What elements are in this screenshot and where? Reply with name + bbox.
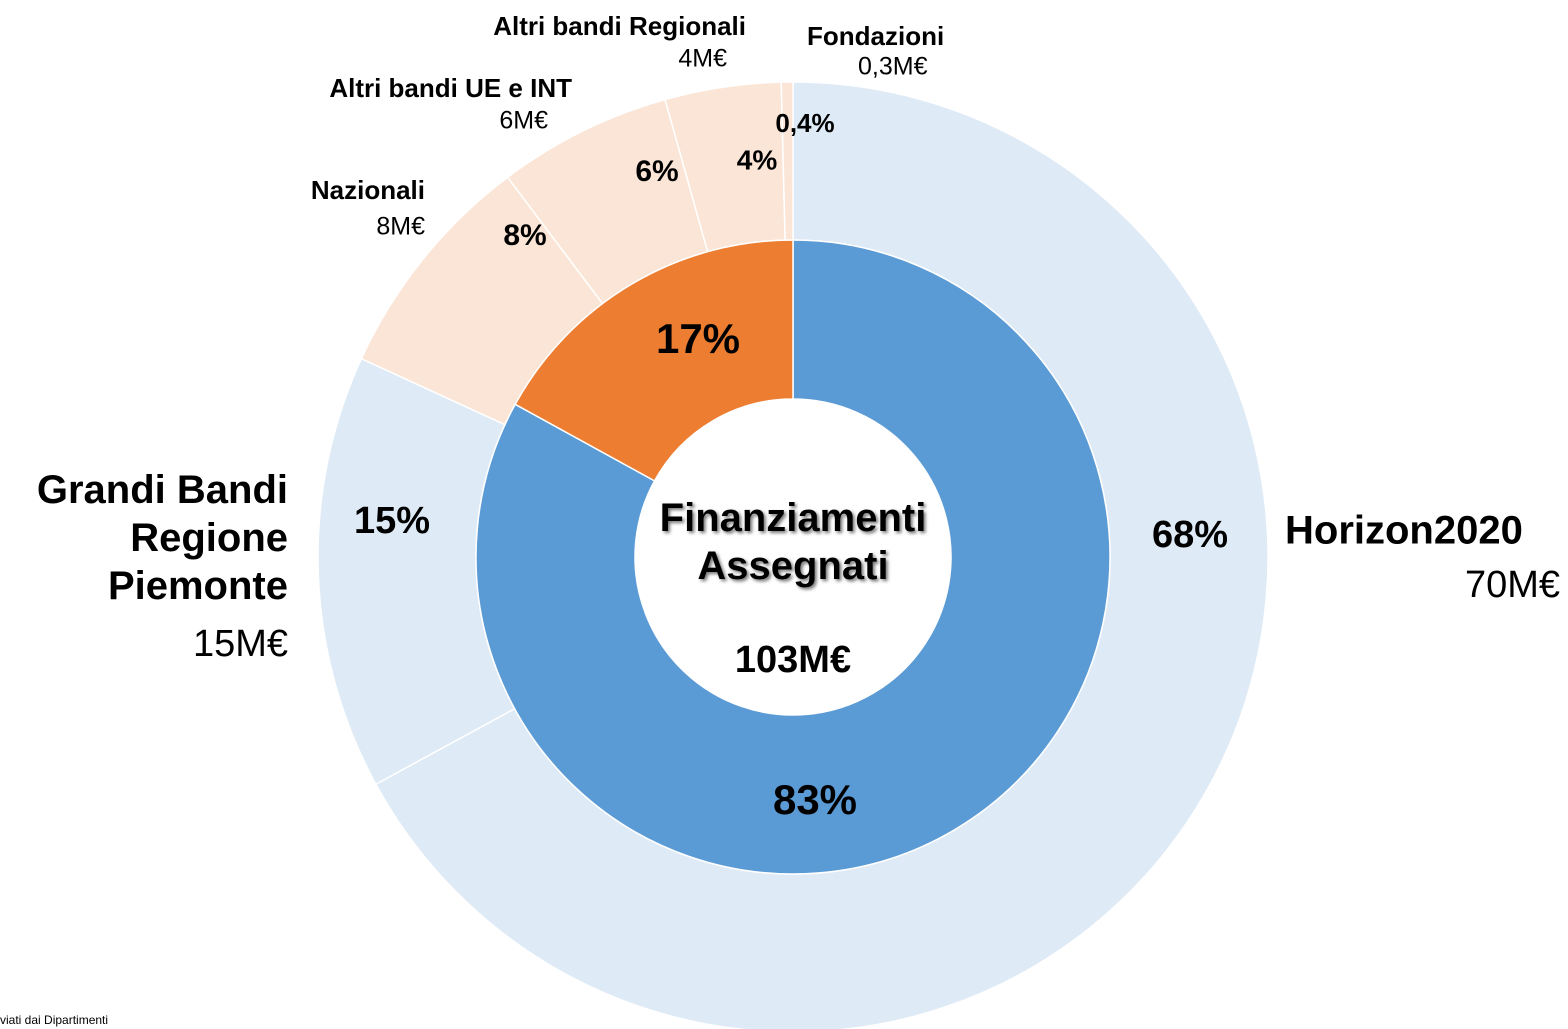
inner-value-label: 17% bbox=[656, 315, 740, 362]
outer-value-label: 68% bbox=[1152, 514, 1228, 556]
outer-value-label: 6% bbox=[635, 155, 678, 188]
footnote: viati dai Dipartimenti bbox=[0, 1013, 108, 1027]
category-name: Fondazioni bbox=[807, 21, 944, 51]
category-amount: 70M€ bbox=[1465, 564, 1560, 606]
category-amount: 8M€ bbox=[376, 213, 425, 241]
category-name: Altri bandi Regionali bbox=[493, 11, 746, 41]
inner-value-label: 83% bbox=[773, 776, 857, 823]
outer-value-label: 0,4% bbox=[775, 108, 834, 138]
center-hole bbox=[635, 399, 951, 715]
category-name: Horizon2020 bbox=[1285, 509, 1523, 553]
category-amount: 6M€ bbox=[499, 107, 548, 135]
category-name: Grandi Bandi Regione Piemonte bbox=[37, 468, 288, 608]
outer-value-label: 4% bbox=[737, 144, 778, 175]
category-amount: 15M€ bbox=[193, 623, 288, 665]
center-total: 103M€ bbox=[735, 639, 851, 681]
category-amount: 4M€ bbox=[678, 45, 727, 73]
center-title: Finanziamenti Assegnati bbox=[660, 496, 927, 588]
category-name: Nazionali bbox=[311, 175, 425, 205]
outer-value-label: 15% bbox=[354, 500, 430, 542]
category-name: Altri bandi UE e INT bbox=[329, 73, 572, 103]
outer-value-label: 8% bbox=[503, 219, 546, 252]
category-amount: 0,3M€ bbox=[858, 53, 928, 81]
